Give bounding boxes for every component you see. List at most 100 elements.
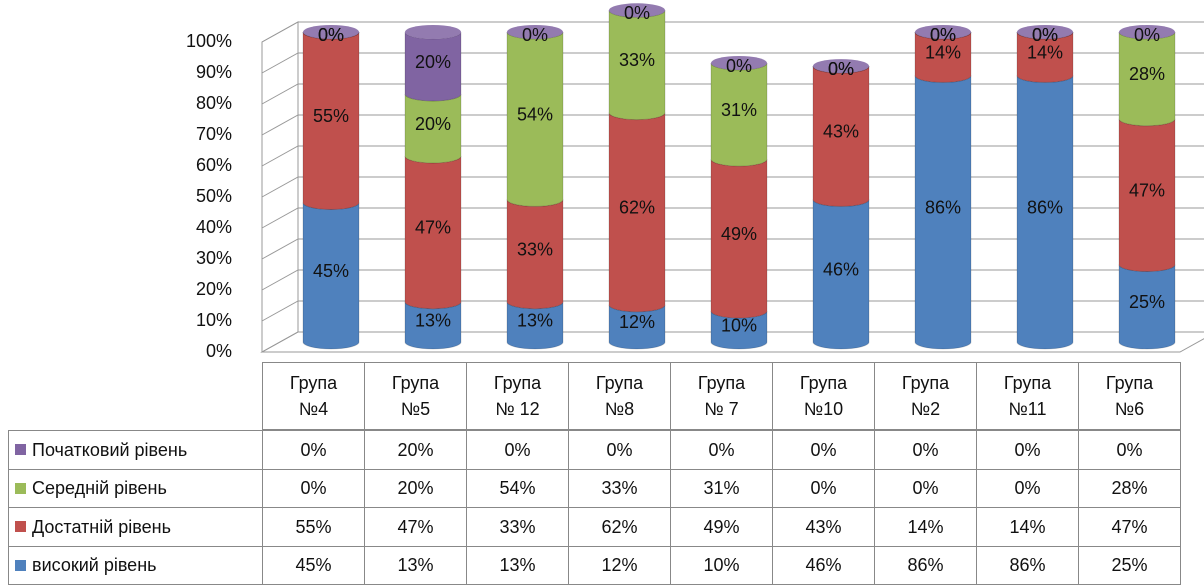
grid-line: [261, 83, 1204, 105]
table-cell: 14%: [976, 507, 1079, 547]
table-cell: 14%: [874, 507, 977, 547]
data-label: 43%: [823, 122, 859, 142]
legend-entry: Початковий рівень: [8, 430, 263, 470]
table-cell: 0%: [670, 430, 773, 470]
data-label: 25%: [1129, 292, 1165, 312]
table-cell: 0%: [976, 468, 1079, 508]
y-tick-label: 80%: [196, 93, 232, 113]
x-tick-label: Група №6: [1105, 373, 1154, 419]
data-label: 0%: [624, 3, 650, 23]
data-label: 31%: [721, 100, 757, 120]
table-cell: 0%: [772, 468, 875, 508]
y-tick-label: 90%: [196, 62, 232, 82]
legend-entry: високий рівень: [8, 545, 263, 585]
data-label: 33%: [619, 50, 655, 70]
x-tick-label: Група №4: [289, 373, 338, 419]
legend-entry: Достатній рівень: [8, 507, 263, 547]
table-cell: 55%: [262, 507, 365, 547]
table-cell: 46%: [772, 545, 875, 585]
data-label: 0%: [930, 25, 956, 45]
grid-line: [261, 145, 1204, 167]
table-cell: 31%: [670, 468, 773, 508]
table-cell: 0%: [1078, 430, 1181, 470]
data-label: 0%: [828, 59, 854, 79]
data-label: 49%: [721, 224, 757, 244]
data-label: 20%: [415, 52, 451, 72]
legend-swatch: [15, 482, 26, 494]
data-label: 46%: [823, 259, 859, 279]
data-label: 0%: [522, 25, 548, 45]
y-tick-label: 50%: [196, 186, 232, 206]
table-cell: 0%: [262, 430, 365, 470]
table-cell: 33%: [568, 468, 671, 508]
table-cell: 45%: [262, 545, 365, 585]
cylinder-cap: [1119, 25, 1175, 39]
x-tick-label: Група №5: [391, 373, 440, 419]
data-label: 0%: [726, 56, 752, 76]
data-label: 47%: [415, 218, 451, 238]
data-label: 86%: [1027, 197, 1063, 217]
cylinder-cap: [507, 25, 563, 39]
grid-line: [261, 269, 1204, 291]
data-label: 33%: [517, 239, 553, 259]
table-cell: 0%: [466, 430, 569, 470]
data-label: 28%: [1129, 64, 1165, 84]
table-cell: 13%: [364, 545, 467, 585]
table-cell: 0%: [262, 468, 365, 508]
data-label: 20%: [415, 114, 451, 134]
grid-line: [261, 21, 1204, 43]
data-label: 12%: [619, 312, 655, 332]
y-tick-label: 60%: [196, 155, 232, 175]
category-header: Група №11: [976, 362, 1079, 430]
y-tick-label: 0%: [206, 341, 232, 361]
category-header: Група № 7: [670, 362, 773, 430]
table-cell: 12%: [568, 545, 671, 585]
category-header: Група №2: [874, 362, 977, 430]
table-cell: 0%: [976, 430, 1079, 470]
y-tick-label: 100%: [186, 31, 232, 51]
data-label: 14%: [1027, 42, 1063, 62]
table-cell: 0%: [874, 430, 977, 470]
grid-line: [261, 176, 1204, 198]
table-cell: 33%: [466, 507, 569, 547]
table-cell: 25%: [1078, 545, 1181, 585]
x-tick-label: Група № 7: [697, 373, 746, 419]
cylinder-cap: [1017, 25, 1073, 39]
category-header: Група №10: [772, 362, 875, 430]
data-label: 0%: [930, 25, 956, 45]
table-cell: 20%: [364, 430, 467, 470]
legend-label: Початковий рівень: [32, 439, 188, 460]
cylinder-cap: [609, 3, 665, 18]
category-header: Група №5: [364, 362, 467, 430]
cylinder-cap: [915, 25, 971, 39]
category-header: Група № 12: [466, 362, 569, 430]
data-label: 0%: [318, 25, 344, 45]
category-header: Група №8: [568, 362, 671, 430]
legend-swatch: [15, 444, 26, 456]
data-label: 62%: [619, 197, 655, 217]
table-cell: 10%: [670, 545, 773, 585]
cylinder-cap: [303, 25, 359, 39]
table-cell: 86%: [874, 545, 977, 585]
data-label: 86%: [925, 197, 961, 217]
legend-swatch: [15, 559, 26, 571]
grid-line: [261, 238, 1204, 260]
table-cell: 28%: [1078, 468, 1181, 508]
table-cell: 86%: [976, 545, 1079, 585]
category-header: Група №4: [262, 362, 365, 430]
table-cell: 13%: [466, 545, 569, 585]
table-cell: 47%: [1078, 507, 1181, 547]
x-tick-label: Група №10: [799, 373, 848, 419]
x-tick-label: Група №11: [1003, 373, 1052, 419]
data-label: 10%: [721, 315, 757, 335]
data-label: 0%: [828, 59, 854, 79]
table-cell: 0%: [772, 430, 875, 470]
data-label: 47%: [1129, 180, 1165, 200]
table-cell: 54%: [466, 468, 569, 508]
grid-line: [261, 207, 1204, 229]
legend-label: високий рівень: [32, 555, 157, 576]
data-label: 0%: [1134, 25, 1160, 45]
data-label: 14%: [925, 42, 961, 62]
